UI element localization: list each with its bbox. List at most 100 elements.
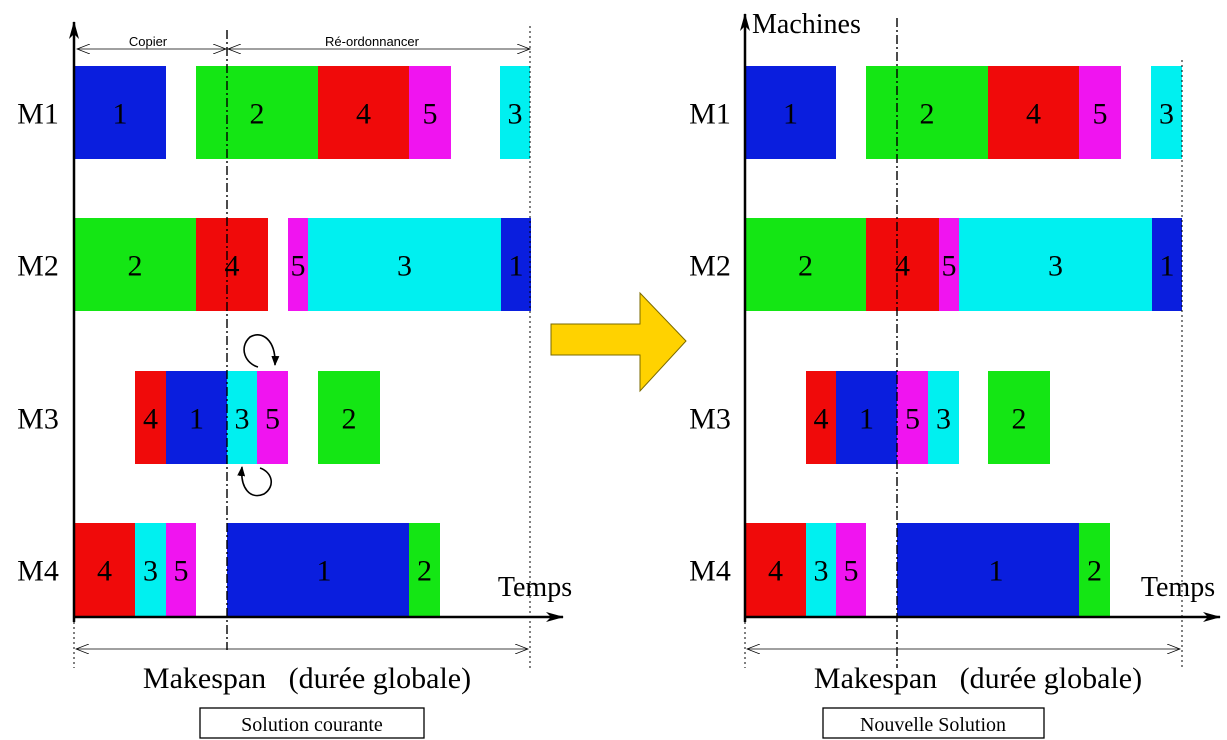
right-makespan-label: Makespan (durée globale)	[814, 662, 1142, 695]
left-m2-job-5-label: 5	[291, 250, 306, 283]
left-m2-job-1-label: 1	[509, 250, 524, 283]
left-m1-job-2-bar	[196, 66, 318, 159]
left-caption: Solution courante	[241, 714, 383, 736]
right-m3-job-4-bar	[806, 371, 836, 464]
right-m4-job-1-label: 1	[989, 555, 1004, 588]
left-m2-job-2-bar	[74, 218, 196, 311]
left-m1-job-5-label: 5	[423, 98, 438, 131]
right-m1-job-3-bar	[1151, 66, 1182, 159]
right-m2-job-2-bar	[745, 218, 866, 311]
machines-axis-label: Machines	[752, 9, 861, 40]
left-machine-label-m2: M2	[17, 250, 59, 283]
right-machine-label-m1: M1	[689, 98, 731, 131]
left-m1-job-3-bar	[500, 66, 530, 159]
swap-arc-bottom	[237, 466, 272, 497]
phase-reorder-label: Ré-ordonnancer	[325, 34, 420, 49]
left-m3-job-5-label: 5	[265, 403, 280, 436]
left-m4-job-2-bar	[409, 523, 440, 616]
left-m2-job-1-bar	[501, 218, 531, 311]
right-m2-job-4-bar	[866, 218, 939, 311]
left-m1-job-3-label: 3	[508, 98, 523, 131]
left-m4-job-5-bar	[166, 523, 196, 616]
right-m4-job-3-label: 3	[814, 555, 829, 588]
right-m4-job-5-bar	[836, 523, 866, 616]
left-m4-job-2-label: 2	[417, 555, 432, 588]
right-machine-label-m2: M2	[689, 250, 731, 283]
right-m4-job-1-bar	[897, 523, 1079, 616]
right-caption: Nouvelle Solution	[860, 714, 1006, 736]
left-m2-job-2-label: 2	[128, 250, 143, 283]
right-m3-job-2-bar	[988, 371, 1050, 464]
right-m3-job-5-bar	[897, 371, 928, 464]
right-m2-job-5-bar	[939, 218, 959, 311]
right-m1-job-4-label: 4	[1026, 98, 1041, 131]
right-m2-job-5-label: 5	[942, 250, 957, 283]
right-m3-job-3-bar	[928, 371, 959, 464]
left-machine-label-m4: M4	[17, 555, 59, 588]
right-m1-job-1-bar	[745, 66, 836, 159]
right-m4-job-5-label: 5	[844, 555, 859, 588]
right-machine-label-m4: M4	[689, 555, 731, 588]
swap-arc-top	[243, 334, 280, 368]
left-makespan-label: Makespan (durée globale)	[143, 662, 471, 695]
right-m2-job-1-bar	[1152, 218, 1182, 311]
right-m4-job-4-bar	[745, 523, 806, 616]
left-m4-job-4-label: 4	[97, 555, 112, 588]
right-panel: Machines 1 2 4 5 32 4 5 3 14 1 5 3 24 3 5 1 2 Temps Make…	[740, 9, 1221, 739]
left-m1-job-2-label: 2	[250, 98, 265, 131]
left-m2-job-4-label: 4	[225, 250, 240, 283]
left-m3-job-1-label: 1	[189, 403, 204, 436]
right-m3-job-1-label: 1	[859, 403, 874, 436]
left-m4-job-5-label: 5	[174, 555, 189, 588]
transition-arrow	[550, 291, 687, 393]
right-caption-box	[822, 707, 1045, 739]
right-m3-job-1-bar	[836, 371, 897, 464]
left-m3-job-3-label: 3	[235, 403, 250, 436]
left-m3-job-2-bar	[318, 371, 380, 464]
right-m1-job-1-label: 1	[783, 98, 798, 131]
left-m1-job-1-bar	[74, 66, 166, 159]
left-m4-job-4-bar	[74, 523, 135, 616]
right-m1-job-2-bar	[866, 66, 988, 159]
right-m1-job-5-label: 5	[1093, 98, 1108, 131]
right-m1-job-5-bar	[1079, 66, 1121, 159]
right-m2-job-3-bar	[959, 218, 1152, 311]
left-m3-job-3-bar	[227, 371, 257, 464]
right-m2-job-1-label: 1	[1160, 250, 1175, 283]
right-gantt-bars: 1 2 4 5 32 4 5 3 14 1 5 3 24 3 5 1 2	[745, 66, 1182, 616]
left-m4-job-3-label: 3	[143, 555, 158, 588]
left-m2-job-3-label: 3	[397, 250, 412, 283]
left-panel: Copier Ré-ordonnancer 1 2 4 5 32 4 5 3 14 1 3 5 24 3 5…	[69, 21, 572, 739]
right-m4-job-3-bar	[806, 523, 836, 616]
left-m1-job-4-bar	[318, 66, 409, 159]
right-m3-job-3-label: 3	[936, 403, 951, 436]
right-m2-job-3-label: 3	[1048, 250, 1063, 283]
left-gantt-bars: 1 2 4 5 32 4 5 3 14 1 3 5 24 3 5 1 2	[74, 66, 531, 616]
left-m1-job-4-label: 4	[356, 98, 371, 131]
right-machine-label-m3: M3	[689, 403, 731, 436]
right-m4-job-2-label: 2	[1087, 555, 1102, 588]
left-m3-job-4-bar	[135, 371, 166, 464]
left-m4-job-3-bar	[135, 523, 166, 616]
left-time-label: Temps	[498, 572, 572, 603]
phase-copy-label: Copier	[129, 34, 168, 49]
right-m4-job-2-bar	[1079, 523, 1110, 616]
left-m3-job-5-bar	[257, 371, 288, 464]
right-m2-job-2-label: 2	[798, 250, 813, 283]
right-m1-job-4-bar	[988, 66, 1079, 159]
right-m1-job-2-label: 2	[920, 98, 935, 131]
left-m4-job-1-bar	[227, 523, 409, 616]
left-caption-box	[199, 707, 425, 739]
left-m2-job-4-bar	[196, 218, 268, 311]
left-m3-job-1-bar	[166, 371, 227, 464]
right-m3-job-4-label: 4	[814, 403, 829, 436]
right-m3-job-2-label: 2	[1012, 403, 1027, 436]
left-machine-label-m3: M3	[17, 403, 59, 436]
left-m3-job-2-label: 2	[342, 403, 357, 436]
left-m1-job-1-label: 1	[113, 98, 128, 131]
right-m3-job-5-label: 5	[905, 403, 920, 436]
left-m4-job-1-label: 1	[317, 555, 332, 588]
right-m2-job-4-label: 4	[895, 250, 910, 283]
left-machine-label-m1: M1	[17, 98, 59, 131]
